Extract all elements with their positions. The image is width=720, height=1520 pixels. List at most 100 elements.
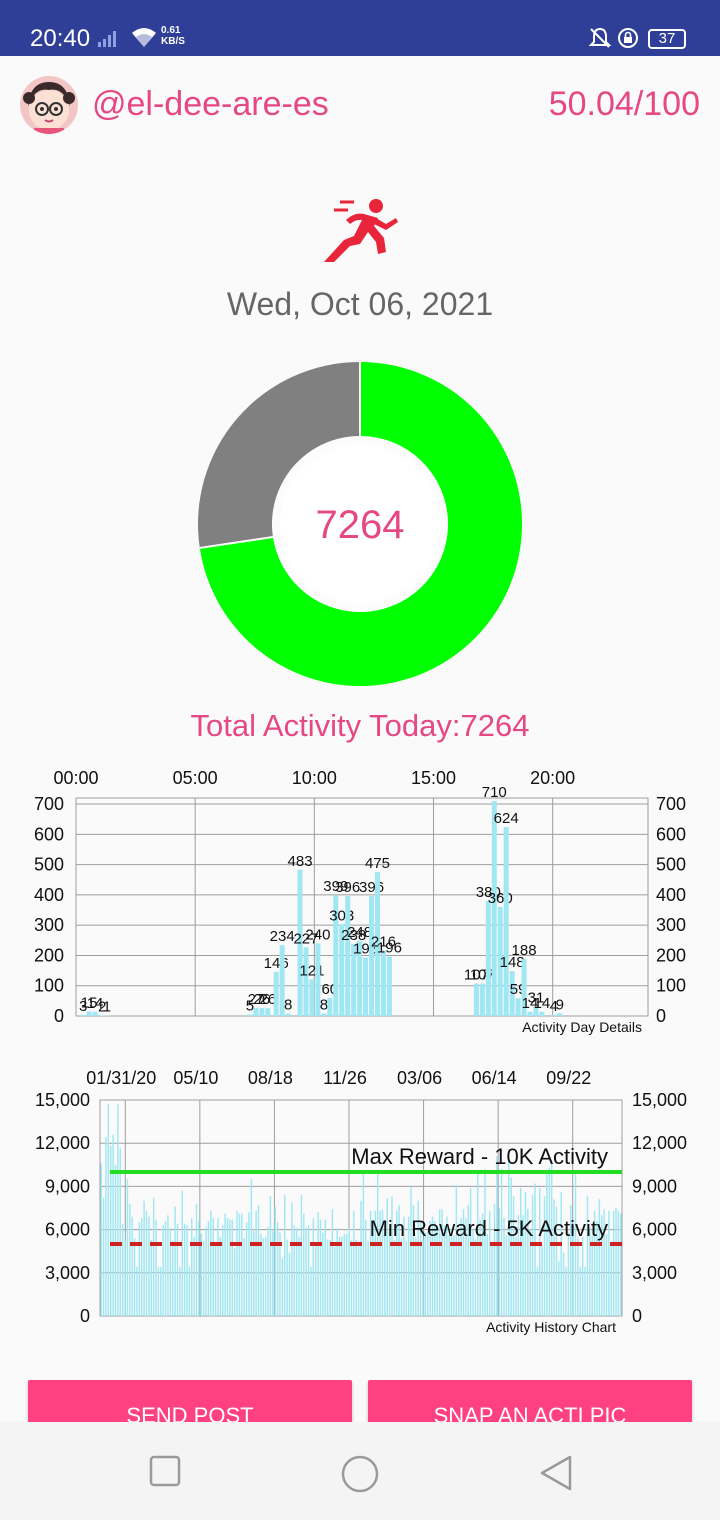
activity-day-chart: 00:00 05:00 10:00 15:00 20:00 0 0 100 100 200 200 3… bbox=[34, 768, 686, 1035]
y-tick-label-left: 400 bbox=[34, 885, 64, 905]
history-bar bbox=[248, 1212, 250, 1316]
day-bar bbox=[297, 869, 303, 1016]
day-bar-label: 1 bbox=[103, 999, 111, 1016]
day-bar bbox=[339, 924, 345, 1016]
day-bar-label: 9 bbox=[556, 996, 564, 1013]
history-bar bbox=[591, 1235, 593, 1316]
history-bar bbox=[379, 1210, 381, 1316]
history-bar bbox=[620, 1213, 622, 1316]
username[interactable]: @el-dee-are-es bbox=[92, 85, 329, 123]
y-tick-label-left: 6,000 bbox=[45, 1220, 90, 1240]
history-bar bbox=[131, 1216, 133, 1316]
history-bar bbox=[412, 1205, 415, 1316]
day-bar bbox=[92, 1011, 98, 1016]
history-bar bbox=[546, 1170, 548, 1316]
x-tick-label: 09/22 bbox=[546, 1068, 591, 1088]
history-bar bbox=[307, 1225, 310, 1316]
back-triangle-icon[interactable] bbox=[538, 1454, 576, 1497]
day-bar-label: 303 bbox=[329, 907, 354, 924]
history-bar bbox=[593, 1210, 596, 1316]
day-bar-label: 107 bbox=[464, 967, 489, 984]
history-bar bbox=[112, 1134, 114, 1316]
day-bar bbox=[363, 957, 369, 1016]
history-bar bbox=[539, 1187, 541, 1316]
day-bar-label: 146 bbox=[264, 955, 289, 972]
score: 50.04/100 bbox=[548, 85, 700, 123]
history-bar bbox=[317, 1212, 319, 1316]
history-bar bbox=[107, 1104, 110, 1316]
day-bar bbox=[259, 1008, 265, 1016]
history-bar bbox=[465, 1218, 467, 1316]
day-bar bbox=[479, 983, 485, 1016]
day-bar bbox=[485, 900, 491, 1016]
history-bar bbox=[286, 1239, 288, 1316]
day-bar bbox=[80, 1015, 86, 1016]
history-bar bbox=[529, 1229, 531, 1316]
history-bar bbox=[448, 1235, 450, 1316]
chart-description: Activity History Chart bbox=[486, 1319, 616, 1335]
history-bar bbox=[164, 1220, 167, 1316]
avatar[interactable] bbox=[20, 76, 78, 134]
history-bar bbox=[550, 1160, 553, 1316]
history-bar bbox=[255, 1210, 257, 1316]
history-bar bbox=[281, 1258, 284, 1316]
history-bar bbox=[436, 1228, 438, 1316]
history-bar bbox=[553, 1199, 555, 1316]
history-bar bbox=[262, 1238, 264, 1316]
gauge-value: 7264 bbox=[315, 503, 405, 547]
history-bar bbox=[276, 1222, 279, 1316]
history-bar bbox=[605, 1233, 608, 1316]
history-bar bbox=[598, 1199, 601, 1316]
history-bar bbox=[581, 1236, 584, 1316]
day-bar bbox=[357, 940, 363, 1016]
day-bar bbox=[333, 895, 339, 1016]
day-bar-label: 2 bbox=[98, 998, 106, 1015]
day-bar-label: 148 bbox=[500, 954, 525, 971]
history-bar bbox=[245, 1222, 248, 1316]
day-bar-label: 107 bbox=[470, 967, 495, 984]
day-bar-label: 475 bbox=[365, 855, 390, 872]
history-bar bbox=[577, 1238, 579, 1316]
history-bar bbox=[560, 1192, 562, 1316]
history-bar bbox=[129, 1203, 131, 1316]
history-bar bbox=[324, 1219, 326, 1316]
history-bar bbox=[570, 1205, 572, 1316]
x-tick-label: 15:00 bbox=[411, 768, 456, 788]
home-circle-icon[interactable] bbox=[340, 1454, 380, 1499]
day-bar-label: 396 bbox=[335, 879, 360, 896]
history-bar bbox=[188, 1267, 191, 1316]
day-bar bbox=[533, 1006, 539, 1016]
history-bar bbox=[341, 1236, 343, 1316]
history-bar bbox=[367, 1241, 369, 1316]
x-tick-label: 01/31/20 bbox=[86, 1068, 156, 1088]
history-bar bbox=[612, 1210, 615, 1316]
status-time: 20:40 bbox=[30, 25, 91, 52]
y-tick-label-right: 200 bbox=[656, 945, 686, 965]
day-bar bbox=[386, 956, 392, 1016]
day-bar-label: 5 bbox=[246, 997, 254, 1014]
history-bar bbox=[438, 1209, 441, 1316]
day-bar-label: 8 bbox=[284, 997, 292, 1014]
history-bar bbox=[484, 1169, 486, 1316]
day-bar bbox=[473, 983, 479, 1016]
history-bar bbox=[505, 1235, 508, 1316]
net-speed: 0.61 KB/S bbox=[161, 25, 185, 47]
rotation-lock-icon bbox=[616, 26, 640, 55]
history-bar bbox=[312, 1218, 315, 1316]
recents-square-icon[interactable] bbox=[148, 1454, 182, 1493]
history-bar bbox=[488, 1210, 491, 1316]
total-activity-label: Total Activity Today:7264 bbox=[190, 708, 530, 743]
x-tick-label: 11/26 bbox=[323, 1068, 367, 1088]
history-bar bbox=[295, 1228, 298, 1316]
donut-separator bbox=[199, 536, 274, 549]
history-bar bbox=[419, 1220, 422, 1316]
history-bar bbox=[121, 1223, 124, 1316]
history-bar bbox=[133, 1238, 136, 1316]
x-tick-label: 00:00 bbox=[53, 768, 98, 788]
day-bar-label: 196 bbox=[377, 940, 402, 957]
day-bar bbox=[557, 1013, 563, 1016]
history-bar bbox=[322, 1232, 324, 1316]
history-bar bbox=[522, 1215, 524, 1316]
history-bar bbox=[415, 1238, 417, 1316]
